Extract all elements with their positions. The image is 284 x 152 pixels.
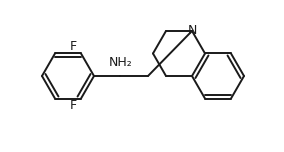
Text: NH₂: NH₂	[109, 57, 133, 69]
Text: F: F	[69, 40, 77, 53]
Text: N: N	[187, 24, 197, 37]
Text: F: F	[69, 99, 77, 112]
